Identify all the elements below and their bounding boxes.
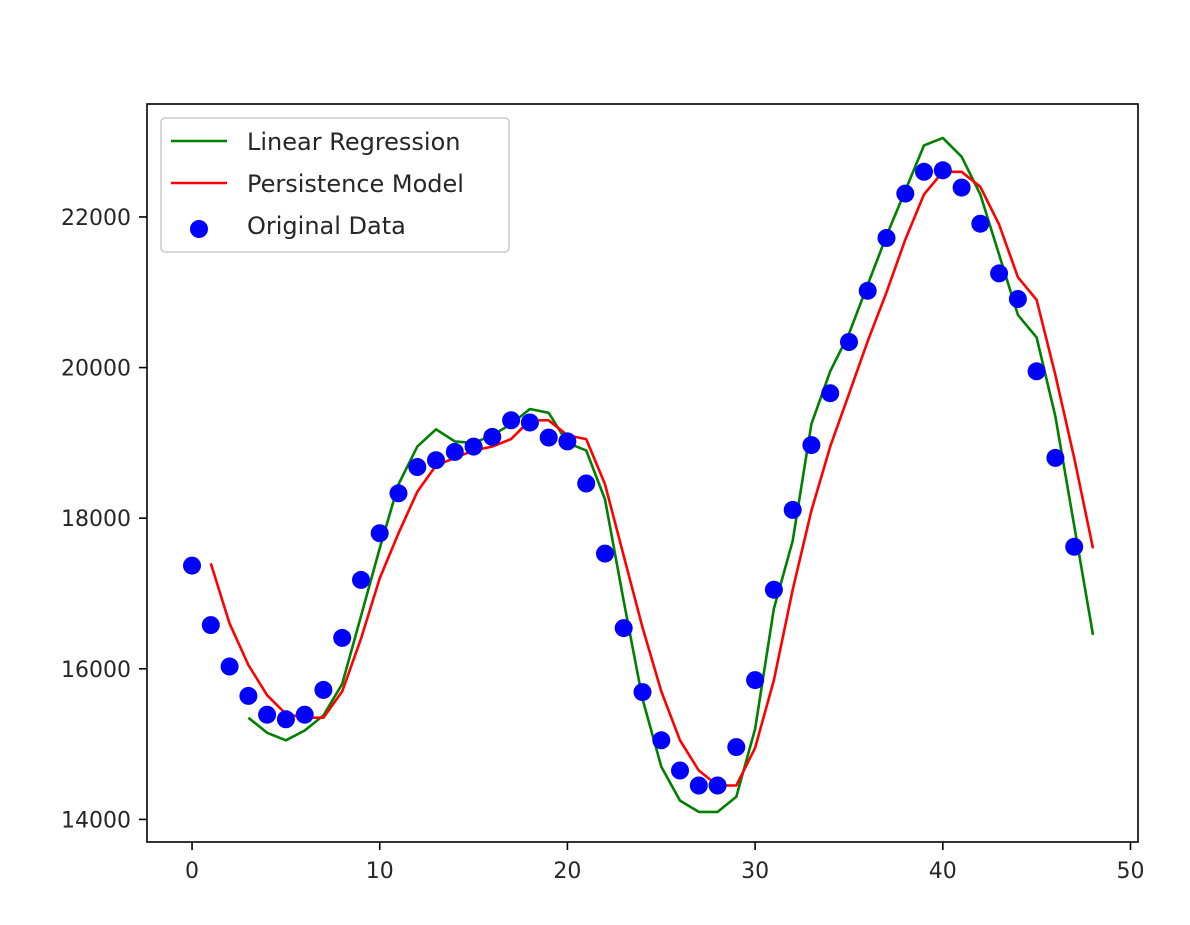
y-tick-label: 16000 bbox=[61, 658, 131, 683]
original-data-point bbox=[220, 657, 239, 676]
original-data-point bbox=[314, 680, 333, 699]
x-tick-label: 50 bbox=[1116, 859, 1144, 884]
legend: Linear Regression Persistence Model Origin… bbox=[160, 117, 510, 253]
original-data-point bbox=[633, 683, 652, 702]
original-data-point bbox=[802, 436, 821, 455]
original-data-point bbox=[258, 705, 277, 724]
original-data-point bbox=[520, 413, 539, 432]
original-data-point bbox=[708, 776, 727, 795]
y-tick-label: 22000 bbox=[61, 206, 131, 231]
original-data-point bbox=[877, 229, 896, 247]
y-tick-label: 14000 bbox=[61, 808, 131, 833]
original-data-point bbox=[896, 184, 915, 203]
original-data-point bbox=[1046, 448, 1065, 467]
original-data-point bbox=[990, 264, 1009, 283]
original-data-point bbox=[352, 570, 370, 589]
original-data-point bbox=[483, 427, 502, 446]
original-data-point bbox=[1065, 537, 1084, 556]
original-data-point bbox=[764, 580, 783, 599]
y-tick-label: 18000 bbox=[61, 507, 131, 532]
original-data-point bbox=[689, 776, 708, 795]
original-data-point bbox=[915, 162, 933, 181]
original-data-point bbox=[539, 428, 558, 447]
original-data-point bbox=[295, 705, 314, 724]
original-data-point bbox=[727, 738, 746, 757]
x-tick-label: 20 bbox=[553, 859, 581, 884]
original-data-point bbox=[952, 178, 971, 197]
x-tick-label: 30 bbox=[741, 859, 769, 884]
x-tick-label: 40 bbox=[929, 859, 957, 884]
original-data-point bbox=[971, 214, 990, 233]
original-data-point bbox=[408, 458, 427, 476]
original-data-point bbox=[652, 731, 671, 750]
original-data-point bbox=[858, 281, 877, 300]
original-data-point bbox=[389, 484, 408, 503]
series-layer bbox=[183, 136, 1095, 814]
original-data-point bbox=[671, 761, 689, 780]
legend-original-data-label: Original Data bbox=[247, 212, 406, 240]
original-data-point bbox=[464, 437, 483, 456]
linear-regression-line bbox=[247, 136, 1095, 814]
original-data-point bbox=[502, 411, 521, 430]
original-data-point bbox=[933, 161, 952, 180]
original-data-point bbox=[427, 451, 445, 470]
original-data-point bbox=[183, 556, 201, 575]
x-tick-label: 10 bbox=[366, 859, 394, 884]
original-data-point bbox=[201, 616, 220, 635]
original-data-point bbox=[445, 442, 464, 461]
original-data-point bbox=[333, 628, 352, 647]
original-data-points bbox=[183, 161, 1084, 795]
original-data-point bbox=[614, 619, 633, 638]
legend-linear-regression-label: Linear Regression bbox=[247, 128, 461, 156]
original-data-point bbox=[577, 474, 596, 493]
axes-layer: 0 10 20 30 40 50 14000 16000 18000 20000 22000 bbox=[61, 206, 1144, 884]
original-data-point bbox=[821, 384, 840, 403]
original-data-point bbox=[239, 686, 258, 705]
plot-frame bbox=[146, 103, 1139, 843]
legend-original-data-swatch bbox=[190, 220, 208, 238]
original-data-point bbox=[370, 524, 389, 543]
original-data-point bbox=[558, 432, 577, 451]
legend-persistence-model-label: Persistence Model bbox=[247, 170, 464, 198]
original-data-point bbox=[1027, 362, 1046, 381]
original-data-point bbox=[596, 544, 614, 563]
original-data-point bbox=[783, 500, 802, 519]
original-data-point bbox=[746, 671, 765, 690]
y-tick-label: 20000 bbox=[61, 357, 131, 382]
legend-box bbox=[160, 117, 510, 253]
x-tick-label: 0 bbox=[185, 859, 199, 884]
original-data-point bbox=[276, 710, 295, 729]
original-data-point bbox=[1008, 290, 1027, 308]
original-data-point bbox=[840, 333, 858, 351]
